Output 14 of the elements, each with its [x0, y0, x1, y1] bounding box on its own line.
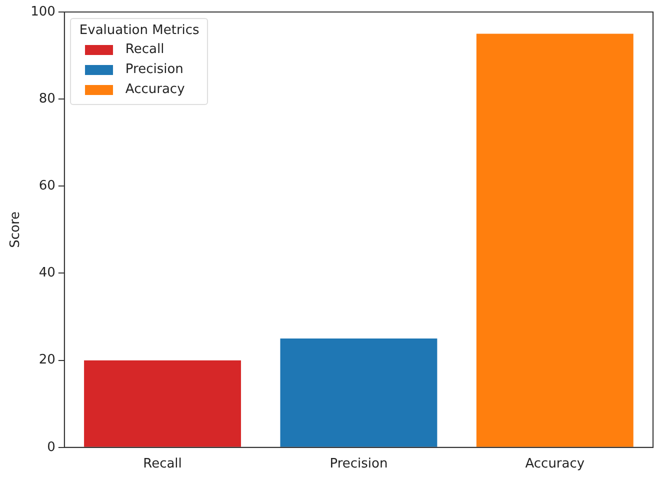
- legend-title: Evaluation Metrics: [79, 23, 200, 38]
- y-tick-label: 20: [38, 352, 56, 368]
- y-tick-label: 80: [38, 91, 56, 106]
- legend-label: Accuracy: [125, 81, 185, 99]
- x-tick-label: Accuracy: [525, 456, 585, 472]
- y-tick-label: 60: [38, 178, 56, 194]
- y-tick-label: 100: [30, 4, 56, 20]
- x-tick-label: Precision: [330, 456, 388, 472]
- y-axis-title: Score: [8, 211, 24, 248]
- y-tick-label: 40: [38, 266, 56, 281]
- y-tick-label: 0: [47, 440, 56, 455]
- legend-label: Precision: [125, 61, 184, 79]
- legend-label: Recall: [125, 41, 164, 59]
- x-tick-label: Recall: [143, 456, 182, 472]
